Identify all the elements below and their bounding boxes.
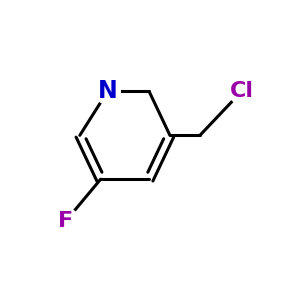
- Circle shape: [53, 208, 79, 233]
- Text: F: F: [58, 211, 74, 231]
- Text: Cl: Cl: [230, 81, 254, 101]
- Circle shape: [229, 79, 254, 104]
- Text: N: N: [98, 80, 117, 103]
- Circle shape: [95, 79, 120, 104]
